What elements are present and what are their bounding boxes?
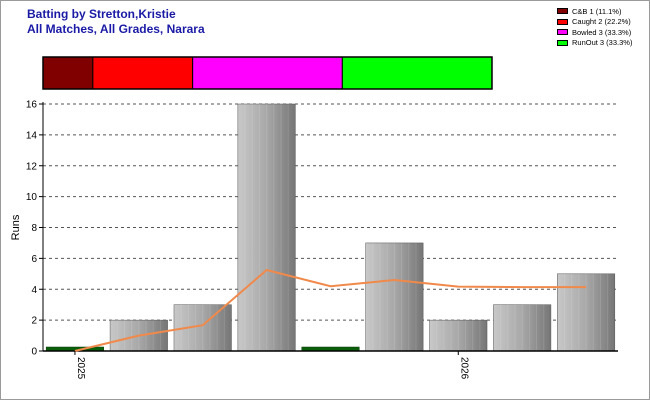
legend-swatch xyxy=(557,18,568,25)
innings-bar xyxy=(493,304,552,352)
innings-bar xyxy=(365,242,424,352)
dismissal-segment xyxy=(341,56,493,90)
dismissal-segment xyxy=(192,56,343,90)
chart-subtitle: All Matches, All Grades, Narara xyxy=(27,22,205,36)
y-tick-label: 2 xyxy=(31,316,37,327)
y-tick-label: 16 xyxy=(26,100,38,111)
y-tick-label: 8 xyxy=(31,223,37,234)
legend-label: Bowled 3 (33.3%) xyxy=(572,27,632,37)
chart-title: Batting by Stretton,Kristie xyxy=(27,7,176,21)
legend-label: RunOut 3 (33.3%) xyxy=(572,38,633,48)
y-axis-label: Runs xyxy=(10,214,22,240)
y-tick-label: 14 xyxy=(26,130,38,141)
y-tick-label: 0 xyxy=(31,347,37,358)
legend-item: Caught 2 (22.2%) xyxy=(557,17,632,28)
y-tick-label: 12 xyxy=(26,161,38,172)
legend-swatch xyxy=(557,39,568,46)
dismissal-segment xyxy=(42,56,94,90)
innings-bar xyxy=(237,103,296,352)
dismissal-legend: C&B 1 (11.1%) Caught 2 (22.2%) Bowled 3 (3… xyxy=(557,6,632,48)
dismissal-bar-outline xyxy=(42,56,493,90)
legend-swatch xyxy=(557,29,568,36)
y-tick-label: 4 xyxy=(31,285,37,296)
x-tick-label: 2026 xyxy=(458,357,469,380)
legend-label: Caught 2 (22.2%) xyxy=(572,17,631,27)
legend-swatch xyxy=(557,8,568,15)
legend-label: C&B 1 (11.1%) xyxy=(572,6,622,16)
y-tick-label: 10 xyxy=(26,192,38,203)
y-tick-label: 6 xyxy=(31,254,37,265)
dismissal-segment xyxy=(92,56,194,90)
legend-item: Bowled 3 (33.3%) xyxy=(557,27,632,38)
legend-item: C&B 1 (11.1%) xyxy=(557,6,632,17)
average-line xyxy=(74,268,587,352)
legend-item: RunOut 3 (33.3%) xyxy=(557,38,632,49)
x-tick-label: 2025 xyxy=(75,357,86,380)
